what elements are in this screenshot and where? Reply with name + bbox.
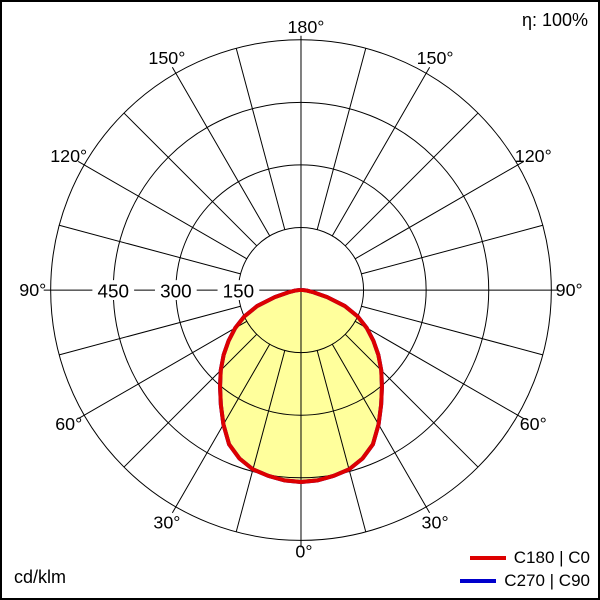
angle-label: 0°: [295, 541, 312, 561]
angle-label: 120°: [50, 146, 87, 166]
angle-label: 120°: [515, 146, 552, 166]
radial-tick-label: 150: [223, 281, 254, 302]
angle-labels: 0° 30° 30° 60° 60° 90° 90° 120° 120° 150° 150° 180°: [19, 17, 582, 561]
legend-label-c90: C270 | C90: [504, 571, 590, 590]
unit-label: cd/klm: [14, 567, 67, 587]
curve-c180-c0: [218, 288, 384, 484]
angle-label: 60°: [520, 414, 547, 434]
polar-grid: [43, 35, 559, 548]
angle-label: 90°: [556, 280, 583, 300]
radial-tick-label: 450: [98, 281, 129, 302]
legend: C180 | C0 C270 | C90: [460, 548, 590, 591]
legend-item-c0: C180 | C0: [469, 548, 590, 568]
c90-line-swatch: [460, 579, 497, 583]
angle-label: 30°: [153, 512, 180, 532]
angle-label: 150°: [417, 48, 454, 68]
efficiency-label: η: 100%: [521, 10, 588, 30]
angle-label: 150°: [148, 48, 185, 68]
curve-c180-c0-group: [218, 288, 384, 484]
radial-tick-labels: 150 300 450: [92, 280, 260, 302]
angle-label: 180°: [287, 17, 324, 37]
angle-label: 90°: [19, 280, 46, 300]
angle-label: 30°: [422, 512, 449, 532]
legend-label-c0: C180 | C0: [513, 548, 590, 567]
radial-tick-label: 300: [160, 281, 191, 302]
legend-item-c90: C270 | C90: [460, 571, 590, 591]
angle-label: 60°: [55, 414, 82, 434]
c0-line-swatch: [469, 556, 506, 560]
